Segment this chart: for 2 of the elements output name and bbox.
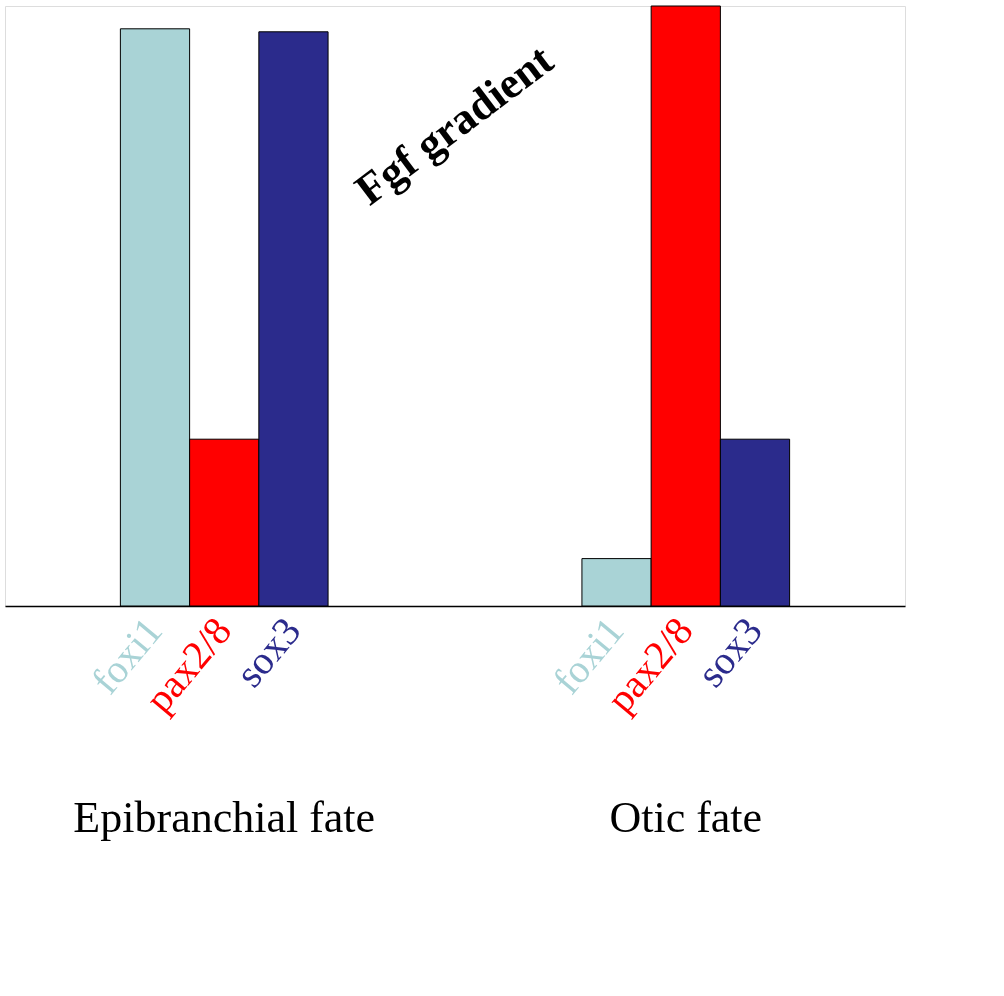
x-tick-label: Otic fate xyxy=(609,792,763,842)
x-tick-label: Epibranchial fate xyxy=(73,792,376,842)
